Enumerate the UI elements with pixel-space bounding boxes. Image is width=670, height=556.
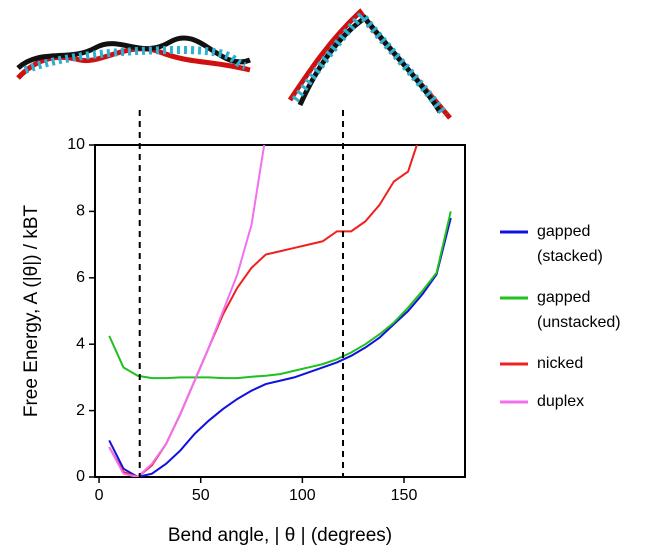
y-axis-label: Free Energy, A (|θ|) / kBT xyxy=(21,204,42,417)
x-tick-label: 0 xyxy=(95,487,104,504)
series-line xyxy=(108,145,418,477)
y-tick-label: 8 xyxy=(76,203,85,220)
plot-area xyxy=(108,145,452,477)
y-tick-label: 0 xyxy=(76,468,85,485)
x-axis-label: Bend angle, | θ | (degrees) xyxy=(168,525,392,546)
y-tick-label: 4 xyxy=(76,335,85,352)
dna-bent xyxy=(287,8,452,120)
y-tick-label: 10 xyxy=(67,136,85,153)
legend-label: gapped (unstacked) xyxy=(537,289,621,331)
legend-label: gapped (stacked) xyxy=(537,223,603,265)
x-tick-label: 50 xyxy=(192,487,210,504)
plot-frame xyxy=(94,144,466,478)
series-line xyxy=(108,217,452,477)
series-line xyxy=(108,145,266,477)
y-tick-label: 6 xyxy=(76,269,85,286)
legend-label: nicked xyxy=(537,355,583,372)
x-tick-label: 100 xyxy=(289,487,316,504)
legend-label: duplex xyxy=(537,393,584,410)
x-tick-label: 150 xyxy=(391,487,418,504)
y-tick-label: 2 xyxy=(76,402,85,419)
series-line xyxy=(108,211,452,380)
dna-straight xyxy=(16,35,251,80)
